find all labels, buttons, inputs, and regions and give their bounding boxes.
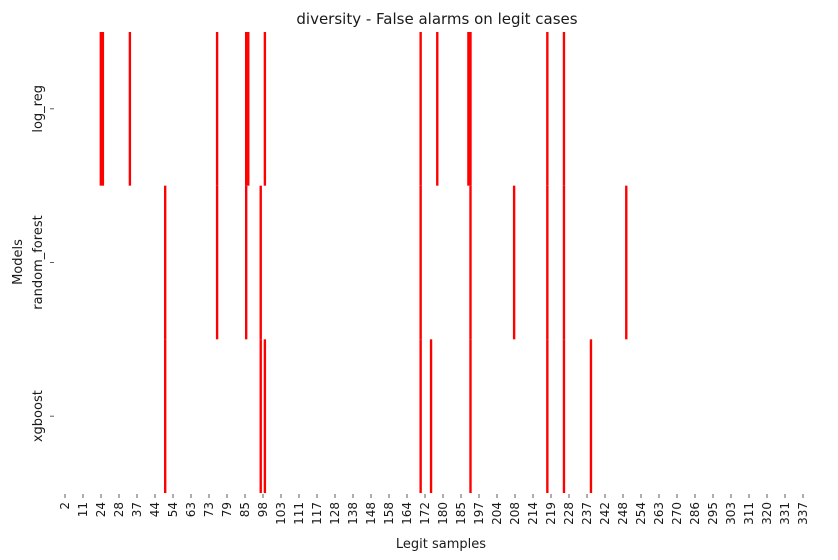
x-tick-label: 185 [454, 502, 468, 525]
x-tick-label: 128 [328, 502, 342, 525]
x-tick-label: 204 [490, 502, 504, 525]
alarm-cell-random_forest-199 [469, 185, 472, 340]
x-tick-label: 242 [598, 502, 612, 525]
alarm-cell-log_reg-199 [469, 32, 472, 186]
x-tick-label: 63 [184, 502, 198, 517]
x-tick-label: 37 [130, 502, 144, 517]
alarm-cell-xgboost-180 [429, 339, 433, 493]
alarm-cell-log_reg-183 [436, 32, 439, 186]
x-tick-label: 303 [724, 502, 738, 525]
x-tick-label: 158 [382, 502, 396, 525]
x-tick-label: 98 [256, 502, 270, 517]
alarm-cell-log_reg-244 [562, 32, 566, 186]
alarm-cell-xgboost-52 [164, 339, 167, 493]
alarm-cell-log_reg-92 [247, 32, 250, 186]
alarm-cell-log_reg-77 [215, 32, 219, 186]
x-tick-label: 320 [760, 502, 774, 525]
x-tick-label: 117 [310, 502, 324, 525]
alarm-cell-xgboost-257 [589, 339, 593, 493]
alarm-cell-xgboost-199 [469, 339, 472, 493]
alarm-cell-random_forest-98 [259, 185, 262, 340]
x-tick-label: 286 [688, 502, 702, 525]
x-tick-label: 138 [346, 502, 360, 525]
alarm-cell-xgboost-98 [259, 339, 262, 493]
x-tick-label: 24 [94, 502, 108, 517]
alarm-cell-log_reg-198 [467, 32, 470, 186]
y-tick-label-random_forest: random_forest [31, 215, 46, 309]
alarm-cell-log_reg-21 [99, 32, 102, 186]
x-tick-label: 2 [58, 502, 72, 510]
alarm-cell-log_reg-236 [546, 32, 549, 186]
alarm-cell-xgboost-100 [263, 339, 267, 493]
alarm-cell-log_reg-22 [101, 32, 105, 186]
x-tick-label: 73 [202, 502, 216, 517]
alarm-cell-random_forest-175 [419, 185, 422, 340]
alarm-cell-random_forest-52 [164, 185, 167, 340]
x-tick-label: 54 [166, 502, 180, 517]
x-tick-label: 79 [220, 502, 234, 517]
x-tick-label: 228 [562, 502, 576, 525]
alarm-cell-random_forest-236 [546, 185, 549, 340]
alarm-cell-xgboost-175 [419, 339, 422, 493]
x-tick-label: 208 [508, 502, 522, 525]
x-tick-label: 164 [400, 502, 414, 525]
y-tick-label-xgboost: xgboost [31, 390, 46, 442]
alarm-cell-log_reg-175 [419, 32, 422, 186]
x-tick-label: 103 [274, 502, 288, 525]
x-axis-label: Legit samples [396, 537, 486, 552]
y-tick-label-log_reg: log_reg [31, 85, 46, 133]
x-tick-label: 254 [634, 502, 648, 525]
x-tick-label: 237 [580, 502, 594, 525]
x-tick-label: 331 [778, 502, 792, 525]
x-tick-label: 311 [742, 502, 756, 525]
x-tick-label: 214 [526, 502, 540, 525]
y-axis-label: Models [11, 239, 26, 285]
alarm-cell-log_reg-35 [128, 32, 132, 186]
x-tick-label: 28 [112, 502, 126, 517]
x-axis: 2 11 24 28 37 44 54 63 73 79 85 98 103 111 117 128 138 14… [58, 494, 810, 525]
x-tick-label: 148 [364, 502, 378, 525]
alarm-cell-random_forest-91 [245, 185, 248, 340]
alarm-cell-log_reg-100 [263, 32, 267, 186]
x-tick-label: 11 [76, 502, 90, 517]
x-tick-label: 172 [418, 502, 432, 525]
plot-area [99, 32, 628, 493]
chart-title: diversity - False alarms on legit cases [296, 10, 577, 28]
alarm-cell-xgboost-244 [562, 339, 566, 493]
alarm-cell-random_forest-220 [512, 185, 516, 340]
x-tick-label: 44 [148, 502, 162, 517]
x-tick-label: 263 [652, 502, 666, 525]
alarm-cell-xgboost-236 [546, 339, 549, 493]
alarm-cell-random_forest-274 [625, 185, 628, 340]
alarm-cell-random_forest-244 [562, 185, 566, 340]
x-tick-label: 219 [544, 502, 558, 525]
x-tick-label: 270 [670, 502, 684, 525]
x-tick-label: 180 [436, 502, 450, 525]
x-tick-label: 111 [292, 502, 306, 525]
alarm-cell-log_reg-91 [245, 32, 248, 186]
x-tick-label: 295 [706, 502, 720, 525]
x-tick-label: 337 [796, 502, 810, 525]
alarm-cell-random_forest-77 [215, 185, 219, 340]
x-tick-label: 248 [616, 502, 630, 525]
x-tick-label: 85 [238, 502, 252, 517]
x-tick-label: 197 [472, 502, 486, 525]
